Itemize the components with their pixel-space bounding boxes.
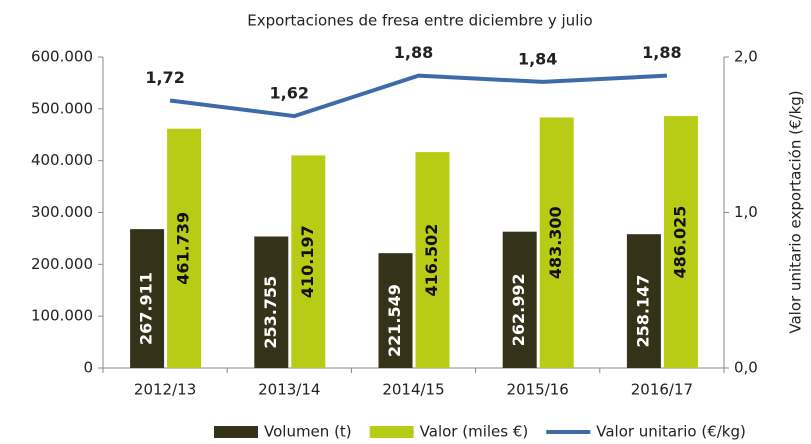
y2-tick-label: 1,0 — [734, 203, 758, 221]
bar — [539, 117, 574, 368]
line-value-label: 1,84 — [518, 49, 557, 68]
y2-axis-label: Valor unitario exportación (€/kg) — [787, 90, 805, 333]
bar — [502, 231, 537, 368]
y-tick-label: 200.000 — [31, 255, 93, 273]
bar-value-label: 262.992 — [509, 273, 528, 346]
bar — [254, 236, 289, 368]
legend-swatch — [369, 426, 414, 438]
bar-value-label: 221.549 — [385, 284, 404, 357]
legend-swatch — [214, 426, 258, 438]
bar-value-label: 258.147 — [633, 275, 652, 348]
line-series — [169, 73, 668, 119]
legend-label: Volumen (t) — [264, 423, 352, 441]
y-tick-label: 400.000 — [31, 151, 93, 169]
chart-title: Exportaciones de fresa entre diciembre y… — [247, 12, 592, 30]
x-tick-label: 2013/14 — [258, 381, 320, 399]
bar-value-label: 461.739 — [174, 212, 193, 285]
x-tick-label: 2016/17 — [631, 381, 693, 399]
x-tick-label: 2012/13 — [134, 381, 196, 399]
y2-tick-label: 0,0 — [734, 359, 758, 377]
bar-value-label: 410.197 — [298, 225, 317, 298]
bar-value-label: 253.755 — [261, 276, 280, 349]
legend-label: Valor (miles €) — [420, 423, 529, 441]
line-value-label: 1,88 — [642, 43, 681, 62]
bar — [291, 155, 326, 368]
y-tick-label: 300.000 — [31, 203, 93, 221]
x-tick-label: 2014/15 — [382, 381, 444, 399]
y-tick-label: 0 — [83, 359, 93, 377]
bar — [378, 253, 413, 368]
bar-value-label: 483.300 — [546, 206, 565, 279]
x-tick-label: 2015/16 — [507, 381, 569, 399]
y2-tick-label: 2,0 — [734, 48, 758, 66]
y-tick-label: 100.000 — [31, 307, 93, 325]
bar — [415, 152, 450, 368]
bar — [167, 128, 202, 368]
line-value-label: 1,72 — [145, 68, 184, 87]
bar-value-label: 486.025 — [670, 206, 689, 279]
legend-label: Valor unitario (€/kg) — [596, 423, 746, 441]
bar — [130, 229, 165, 368]
y-tick-label: 600.000 — [31, 48, 93, 66]
line-value-label: 1,88 — [394, 43, 433, 62]
bar-value-label: 267.911 — [137, 272, 156, 345]
bar-value-label: 416.502 — [422, 224, 441, 297]
line-value-label: 1,62 — [270, 84, 309, 103]
y-tick-label: 500.000 — [31, 99, 93, 117]
bar — [663, 116, 698, 368]
bar — [626, 234, 661, 368]
